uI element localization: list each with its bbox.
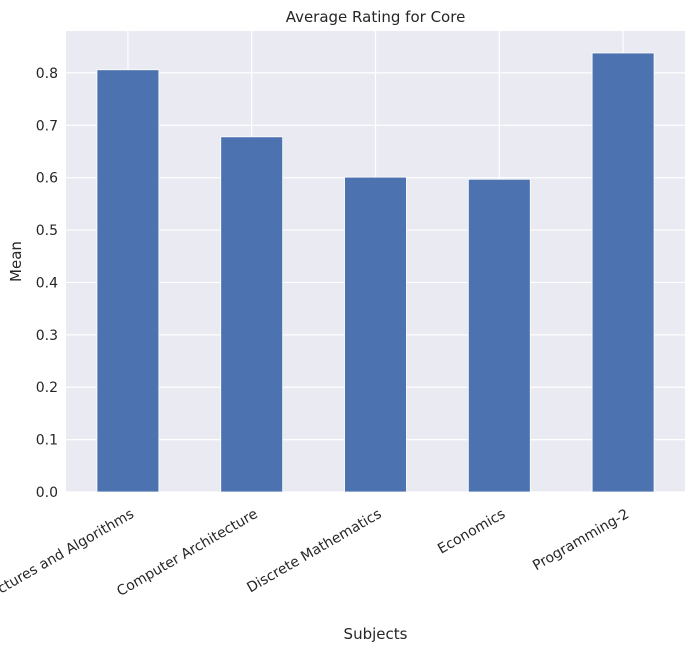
y-tick-label: 0.8 — [36, 66, 58, 82]
bar-2 — [344, 176, 407, 493]
x-axis-title: Subjects — [344, 625, 408, 643]
bar-1 — [220, 136, 284, 493]
y-tick-label: 0.4 — [36, 275, 58, 291]
bar-4 — [591, 52, 655, 493]
bar-3 — [467, 178, 531, 493]
y-axis-title: Mean — [7, 241, 25, 282]
y-tick-label: 0.5 — [36, 223, 58, 239]
y-axis-ticks: 0.0 0.1 0.2 0.3 0.4 0.5 0.6 0.7 0.8 — [36, 66, 58, 501]
x-tick-label: Discrete Mathematics — [244, 506, 384, 596]
y-tick-label: 0.6 — [36, 171, 58, 187]
bars — [96, 52, 655, 493]
x-tick-label: Economics — [435, 506, 508, 557]
y-tick-label: 0.0 — [36, 485, 58, 501]
y-tick-label: 0.3 — [36, 328, 58, 344]
x-tick-label: Data Structures and Algorithms — [0, 506, 137, 631]
y-tick-label: 0.7 — [36, 118, 58, 134]
y-tick-label: 0.1 — [36, 433, 58, 449]
chart-title: Average Rating for Core — [286, 8, 466, 26]
x-tick-label: Programming-2 — [530, 506, 632, 574]
y-tick-label: 0.2 — [36, 380, 58, 396]
bar-0 — [96, 69, 160, 493]
